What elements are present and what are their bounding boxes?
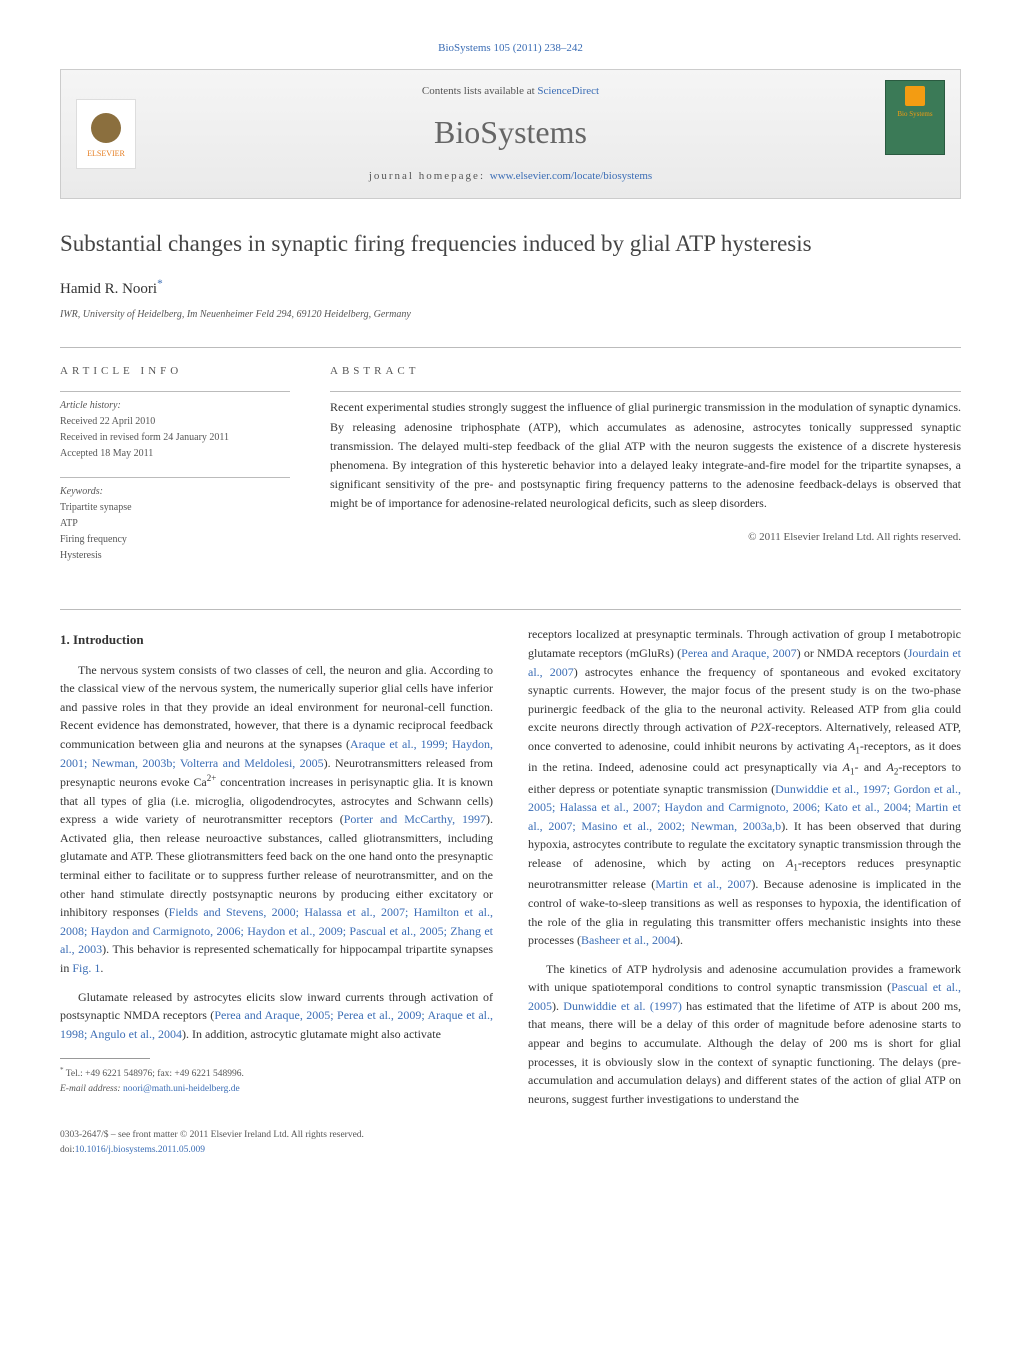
superscript: 2+: [207, 773, 217, 783]
journal-cover-thumb: Bio Systems: [885, 80, 945, 155]
italic-term: A: [843, 760, 850, 774]
footnote-contact: * Tel.: +49 6221 548976; fax: +49 6221 5…: [60, 1065, 493, 1082]
footer-issn-line: 0303-2647/$ – see front matter © 2011 El…: [60, 1128, 961, 1142]
body-text: ). This behavior is represented schemati…: [60, 942, 493, 975]
publisher-logo-slot: ELSEVIER: [61, 70, 151, 198]
citation-link[interactable]: Perea and Araque, 2007: [681, 646, 796, 660]
body-two-column: 1. Introduction The nervous system consi…: [60, 625, 961, 1108]
section-number: 1.: [60, 632, 70, 647]
author-corresp-marker[interactable]: *: [157, 278, 163, 290]
journal-banner: ELSEVIER Contents lists available at Sci…: [60, 69, 961, 199]
body-text: ). In addition, astrocytic glutamate mig…: [182, 1027, 441, 1041]
contents-prefix: Contents lists available at: [422, 85, 537, 97]
corresponding-footnote: * Tel.: +49 6221 548976; fax: +49 6221 5…: [60, 1065, 493, 1097]
email-link[interactable]: noori@math.uni-heidelberg.de: [123, 1084, 240, 1094]
body-paragraph: receptors localized at presynaptic termi…: [528, 625, 961, 949]
history-accepted: Accepted 18 May 2011: [60, 446, 290, 462]
body-paragraph: The kinetics of ATP hydrolysis and adeno…: [528, 960, 961, 1109]
elsevier-logo: ELSEVIER: [76, 99, 136, 169]
abstract-copyright: © 2011 Elsevier Ireland Ltd. All rights …: [330, 529, 961, 546]
author-name: Hamid R. Noori: [60, 281, 157, 297]
footnote-marker: *: [60, 1066, 64, 1074]
body-text: ).: [676, 933, 683, 947]
history-label: Article history:: [60, 398, 290, 414]
body-text: .: [100, 961, 103, 975]
section-title: Introduction: [73, 632, 144, 647]
figure-link[interactable]: Fig. 1: [72, 961, 100, 975]
keyword-item: Firing frequency: [60, 532, 290, 548]
cover-icon: [905, 86, 925, 106]
banner-center: Contents lists available at ScienceDirec…: [151, 83, 870, 184]
article-history-block: Article history: Received 22 April 2010 …: [60, 398, 290, 462]
article-info-label: ARTICLE INFO: [60, 363, 290, 380]
body-text: has estimated that the lifetime of ATP i…: [528, 999, 961, 1106]
keywords-block: Keywords: Tripartite synapse ATP Firing …: [60, 484, 290, 564]
author-line: Hamid R. Noori*: [60, 276, 961, 301]
footnote-email-line: E-mail address: noori@math.uni-heidelber…: [60, 1082, 493, 1097]
divider-top: [60, 347, 961, 348]
citation-link[interactable]: Porter and McCarthy, 1997: [344, 812, 486, 826]
history-revised: Received in revised form 24 January 2011: [60, 430, 290, 446]
article-info-column: ARTICLE INFO Article history: Received 2…: [60, 363, 290, 580]
article-title: Substantial changes in synaptic firing f…: [60, 229, 961, 259]
homepage-line: journal homepage: www.elsevier.com/locat…: [151, 168, 870, 185]
footnote-contact-text: Tel.: +49 6221 548976; fax: +49 6221 548…: [66, 1070, 244, 1080]
homepage-prefix: journal homepage:: [369, 170, 490, 182]
publisher-name: ELSEVIER: [87, 148, 125, 160]
footnote-separator: [60, 1058, 150, 1059]
italic-term: A: [887, 760, 894, 774]
page-footer: 0303-2647/$ – see front matter © 2011 El…: [60, 1128, 961, 1157]
abstract-divider: [330, 391, 961, 392]
page-header-citation: BioSystems 105 (2011) 238–242: [60, 40, 961, 57]
email-label: E-mail address:: [60, 1084, 121, 1094]
info-divider-1: [60, 391, 290, 392]
body-text: ). Activated glia, then release neuroact…: [60, 812, 493, 919]
body-text: - and: [854, 760, 886, 774]
abstract-column: ABSTRACT Recent experimental studies str…: [330, 363, 961, 580]
doi-label: doi:: [60, 1145, 75, 1155]
divider-bottom: [60, 609, 961, 610]
journal-name-heading: BioSystems: [151, 108, 870, 156]
abstract-label: ABSTRACT: [330, 363, 961, 380]
body-text: ).: [552, 999, 563, 1013]
citation-link[interactable]: Dunwiddie et al. (1997): [563, 999, 682, 1013]
history-received: Received 22 April 2010: [60, 414, 290, 430]
cover-text: Bio Systems: [897, 109, 932, 120]
elsevier-tree-icon: [86, 108, 126, 148]
homepage-link[interactable]: www.elsevier.com/locate/biosystems: [490, 170, 652, 182]
affiliation: IWR, University of Heidelberg, Im Neuenh…: [60, 307, 961, 322]
contents-available-line: Contents lists available at ScienceDirec…: [151, 83, 870, 100]
info-divider-2: [60, 477, 290, 478]
citation-link[interactable]: Martin et al., 2007: [655, 877, 751, 891]
abstract-text: Recent experimental studies strongly sug…: [330, 398, 961, 513]
keyword-item: Tripartite synapse: [60, 500, 290, 516]
body-text: ) or NMDA receptors (: [797, 646, 908, 660]
section-heading-intro: 1. Introduction: [60, 630, 493, 650]
body-paragraph: Glutamate released by astrocytes elicits…: [60, 988, 493, 1044]
body-paragraph: The nervous system consists of two class…: [60, 661, 493, 978]
keyword-item: Hysteresis: [60, 548, 290, 564]
journal-cover-slot: Bio Systems: [870, 70, 960, 198]
doi-link[interactable]: 10.1016/j.biosystems.2011.05.009: [75, 1145, 205, 1155]
info-abstract-row: ARTICLE INFO Article history: Received 2…: [60, 363, 961, 580]
sciencedirect-link[interactable]: ScienceDirect: [537, 85, 599, 97]
citation-link[interactable]: Basheer et al., 2004: [581, 933, 676, 947]
footer-doi-line: doi:10.1016/j.biosystems.2011.05.009: [60, 1143, 961, 1157]
keyword-item: ATP: [60, 516, 290, 532]
keywords-label: Keywords:: [60, 484, 290, 500]
italic-term: P2X: [751, 720, 772, 734]
